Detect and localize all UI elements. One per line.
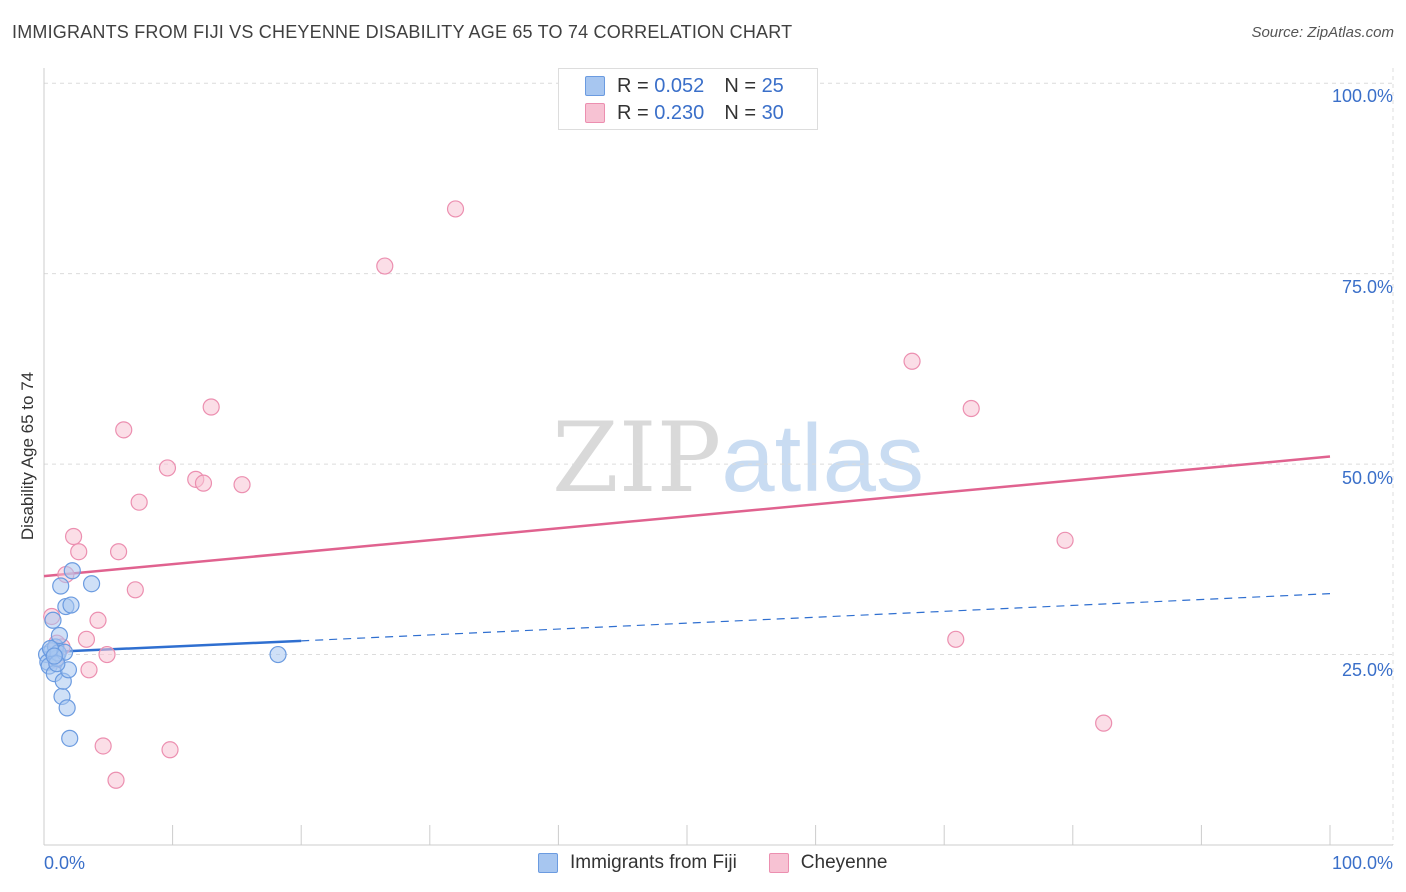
data-point-fiji	[44, 611, 62, 629]
data-point-cheyenne	[98, 645, 116, 664]
legend-swatch-cheyenne	[768, 853, 789, 873]
y-tick-label: 75.0%	[1341, 277, 1393, 297]
data-point-fiji	[61, 729, 79, 747]
y-tick-label: 100.0%	[1331, 86, 1393, 106]
data-point-fiji	[62, 596, 80, 614]
data-point-cheyenne	[1056, 531, 1074, 549]
data-point-fiji	[50, 626, 69, 645]
r-value: 0.230	[654, 101, 705, 124]
data-point-cheyenne	[70, 543, 88, 561]
data-points	[37, 200, 1113, 789]
watermark: ZIPatlas	[552, 402, 924, 514]
data-point-cheyenne	[77, 630, 96, 648]
correlation-legend: R = 0.052 N = 25 R = 0.230 N = 30	[558, 68, 818, 130]
data-point-fiji	[45, 647, 63, 665]
data-point-cheyenne	[233, 476, 251, 494]
data-point-cheyenne	[194, 474, 213, 492]
data-point-cheyenne	[130, 493, 148, 511]
n-label: N =	[724, 101, 756, 124]
legend-item-cheyenne[interactable]: Cheyenne	[768, 852, 888, 874]
legend-label-fiji: Immigrants from Fiji	[570, 852, 737, 873]
data-point-fiji	[63, 562, 81, 580]
data-point-cheyenne	[80, 661, 98, 679]
r-label: R =	[617, 101, 649, 124]
chart-title: IMMIGRANTS FROM FIJI VS CHEYENNE DISABIL…	[12, 22, 793, 42]
legend-row-fiji: R = 0.052 N = 25	[585, 73, 784, 99]
n-label: N =	[724, 74, 756, 97]
data-point-fiji	[269, 645, 287, 664]
watermark-zip: ZIP	[552, 402, 722, 514]
r-label: R =	[617, 74, 649, 97]
data-point-fiji	[58, 699, 76, 717]
legend-swatch-fiji	[538, 853, 558, 873]
legend-item-fiji[interactable]: Immigrants from Fiji	[538, 852, 737, 874]
data-point-cheyenne	[161, 741, 179, 759]
axes	[43, 68, 1393, 846]
x-tick-label: 100.0%	[1331, 853, 1393, 873]
watermark-atlas: atlas	[721, 405, 924, 512]
n-value: 30	[761, 101, 784, 124]
trend-line-cheyenne	[43, 455, 1331, 578]
data-point-cheyenne	[158, 459, 177, 477]
trend-line-fiji-extension	[301, 593, 1331, 642]
data-point-fiji	[82, 575, 101, 593]
data-point-cheyenne	[903, 352, 921, 370]
y-tick-label: 25.0%	[1341, 660, 1393, 680]
y-axis-label: Disability Age 65 to 74	[18, 371, 37, 541]
legend-swatch-cheyenne	[585, 103, 605, 123]
data-point-cheyenne	[1095, 714, 1113, 732]
source-label: Source: ZipAtlas.com	[1251, 24, 1394, 41]
legend-row-cheyenne: R = 0.230 N = 30	[585, 100, 784, 126]
data-point-fiji	[52, 577, 70, 595]
data-point-cheyenne	[89, 611, 107, 629]
trend-lines	[43, 455, 1331, 654]
data-point-cheyenne	[947, 630, 965, 648]
data-point-cheyenne	[64, 527, 83, 546]
grid-lines	[44, 68, 1394, 845]
x-tick-label: 0.0%	[44, 853, 86, 873]
r-value: 0.052	[654, 74, 705, 97]
data-point-cheyenne	[109, 543, 128, 561]
trend-line-fiji	[43, 639, 302, 654]
n-value: 25	[761, 74, 784, 97]
data-point-cheyenne	[962, 399, 980, 418]
y-tick-label: 50.0%	[1341, 468, 1393, 488]
data-point-cheyenne	[126, 581, 144, 599]
data-point-cheyenne	[94, 737, 112, 755]
data-point-cheyenne	[446, 200, 465, 218]
data-point-cheyenne	[376, 257, 394, 275]
legend-label-cheyenne: Cheyenne	[800, 852, 888, 873]
data-point-cheyenne	[107, 771, 125, 789]
data-point-cheyenne	[115, 421, 133, 439]
series-legend: Immigrants from Fiji Cheyenne	[538, 852, 919, 874]
legend-swatch-fiji	[585, 76, 605, 96]
data-point-cheyenne	[202, 398, 220, 416]
